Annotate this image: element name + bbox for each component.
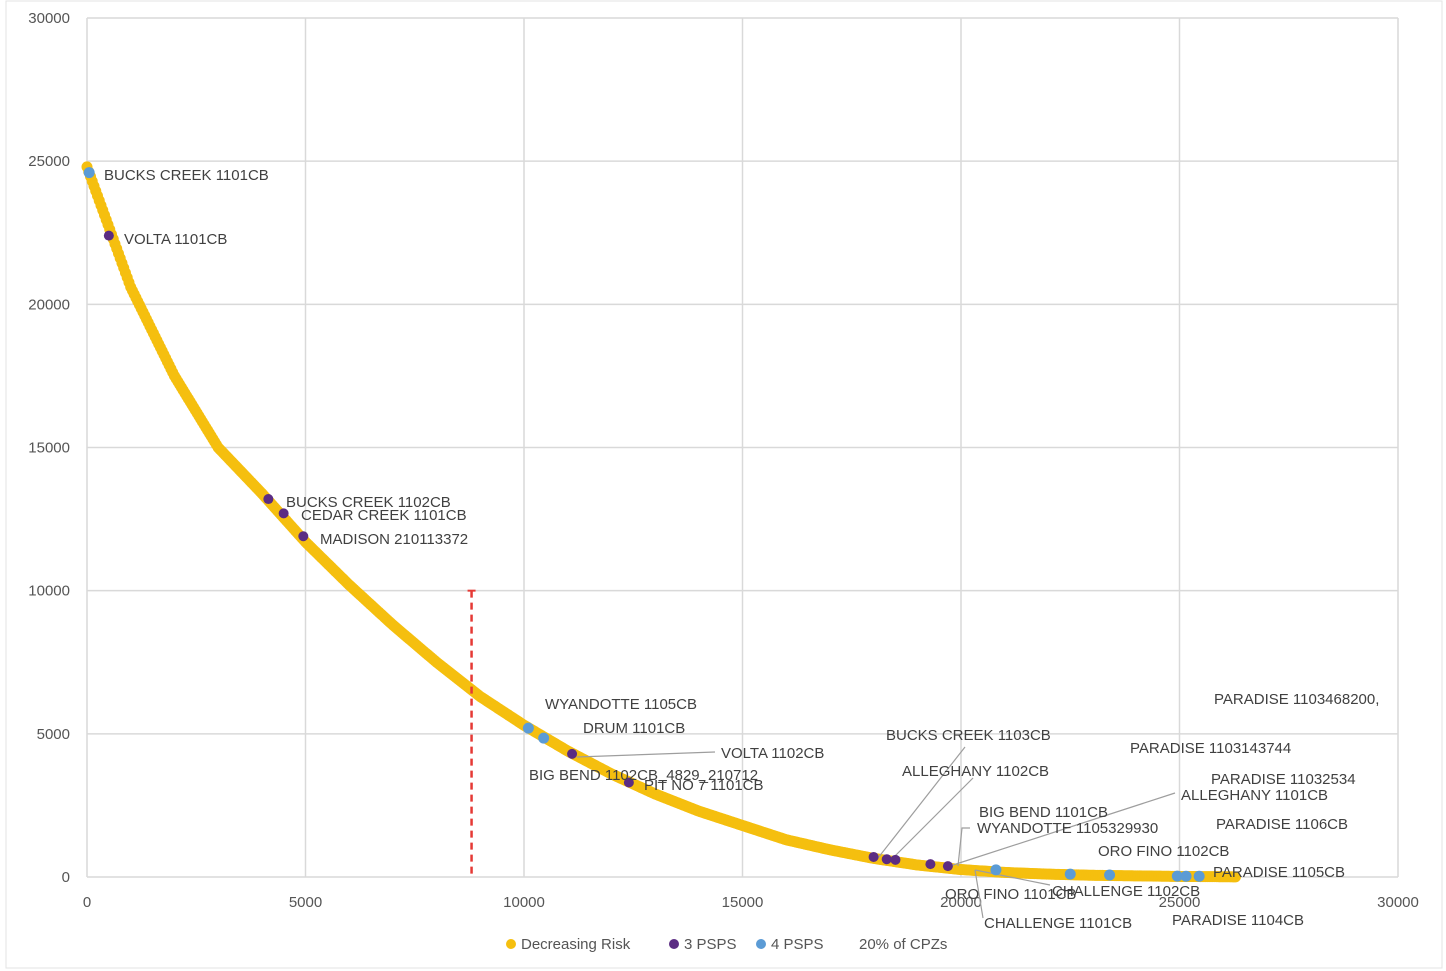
x-axis-tick-labels: 0 5000 10000 15000 20000 25000 30000	[83, 894, 1419, 911]
x-tick-label: 30000	[1377, 894, 1419, 911]
point-annotation: PIT NO 7 1101CB	[644, 777, 764, 794]
chart-border	[5, 0, 1443, 969]
legend-marker	[756, 939, 766, 949]
leader-line	[877, 746, 966, 859]
point-annotation: BIG BEND 1101CB	[979, 804, 1108, 821]
legend-marker	[669, 939, 679, 949]
point-annotation: ORO FINO 1102CB	[1098, 843, 1229, 860]
legend-label: 4 PSPS	[771, 936, 824, 953]
psps3-series	[103, 230, 953, 872]
y-tick-label: 5000	[37, 726, 70, 743]
legend-label: 3 PSPS	[684, 936, 737, 953]
psps3-point	[103, 230, 114, 241]
psps4-point	[1193, 870, 1205, 882]
y-tick-label: 0	[62, 869, 70, 886]
point-annotation: WYANDOTTE 1105CB	[545, 696, 697, 713]
y-tick-label: 25000	[28, 153, 70, 170]
point-annotation: WYANDOTTE 1105329930	[977, 820, 1158, 837]
point-annotation: ALLEGHANY 1101CB	[1181, 787, 1328, 804]
y-tick-label: 10000	[28, 583, 70, 600]
point-annotation: BUCKS CREEK 1103CB	[886, 727, 1051, 744]
psps3-point	[278, 508, 289, 519]
leader-line	[576, 751, 716, 758]
annotation-labels: BUCKS CREEK 1101CB VOLTA 1101CB BUCKS CREE…	[104, 167, 1379, 932]
psps3-point	[925, 859, 936, 870]
decreasing-risk-series	[81, 161, 1241, 883]
x-tick-label: 5000	[289, 894, 322, 911]
psps3-point	[881, 854, 892, 865]
psps4-point	[1064, 868, 1076, 880]
psps3-point	[263, 494, 274, 505]
psps4-series	[83, 167, 1205, 882]
legend: Decreasing Risk 3 PSPS 4 PSPS 20% of CPZs	[506, 936, 947, 953]
point-annotation: ORO FINO 1101CB	[945, 886, 1076, 903]
x-tick-label: 20000	[940, 894, 982, 911]
point-annotation: CEDAR CREEK 1101CB	[301, 507, 467, 524]
psps3-point	[868, 851, 879, 862]
psps4-point	[538, 732, 550, 744]
psps4-point	[990, 864, 1002, 876]
point-annotation: CHALLENGE 1101CB	[984, 915, 1132, 932]
point-annotation: ALLEGHANY 1102CB	[902, 763, 1049, 780]
point-annotation: DRUM 1101CB	[583, 720, 685, 737]
legend-label: 20% of CPZs	[859, 936, 947, 953]
point-annotation: PARADISE 1106CB	[1216, 816, 1348, 833]
y-tick-label: 15000	[28, 440, 70, 457]
psps3-point	[298, 531, 309, 542]
leader-line	[974, 869, 984, 919]
point-annotation: PARADISE 1103143744	[1130, 740, 1291, 757]
psps3-point	[567, 748, 578, 759]
psps3-point	[890, 854, 901, 865]
point-annotation: PARADISE 1103468200,	[1214, 691, 1379, 708]
x-tick-label: 10000	[503, 894, 545, 911]
point-annotation: BIG BEND 1102CB_4829_210712	[529, 767, 758, 784]
y-tick-label: 30000	[28, 10, 70, 27]
leader-line	[949, 792, 1176, 867]
point-annotation: VOLTA 1101CB	[124, 231, 227, 248]
cpz-20-percent-line	[467, 589, 476, 877]
leader-line	[974, 869, 1051, 886]
psps4-point	[1104, 869, 1116, 881]
psps4-point	[1180, 870, 1192, 882]
y-axis-tick-labels: 0 5000 10000 15000 20000 25000 30000	[28, 10, 70, 886]
point-annotation: PARADISE 1104CB	[1172, 912, 1304, 929]
psps4-point	[1171, 870, 1183, 882]
leader-line	[891, 777, 974, 860]
legend-label: Decreasing Risk	[521, 936, 631, 953]
x-tick-label: 15000	[722, 894, 764, 911]
psps3-point	[623, 777, 634, 788]
legend-marker	[506, 939, 516, 949]
psps4-point	[522, 722, 534, 734]
x-tick-label: 0	[83, 894, 91, 911]
point-annotation: BUCKS CREEK 1102CB	[286, 494, 451, 511]
psps3-point	[942, 861, 953, 872]
leader-line	[957, 827, 970, 867]
psps4-point	[83, 167, 95, 179]
point-annotation: PARADISE 1105CB	[1213, 864, 1345, 881]
point-annotation: BUCKS CREEK 1101CB	[104, 167, 269, 184]
x-tick-label: 25000	[1159, 894, 1201, 911]
point-annotation: MADISON 210113372	[320, 531, 468, 548]
decreasing-risk-point	[1229, 871, 1241, 883]
y-tick-label: 20000	[28, 296, 70, 313]
point-annotation: VOLTA 1102CB	[721, 745, 824, 762]
annotation-leader-lines	[576, 746, 1176, 919]
point-annotation: CHALLENGE 1102CB	[1052, 883, 1200, 900]
point-annotation: PARADISE 11032534	[1211, 771, 1356, 788]
